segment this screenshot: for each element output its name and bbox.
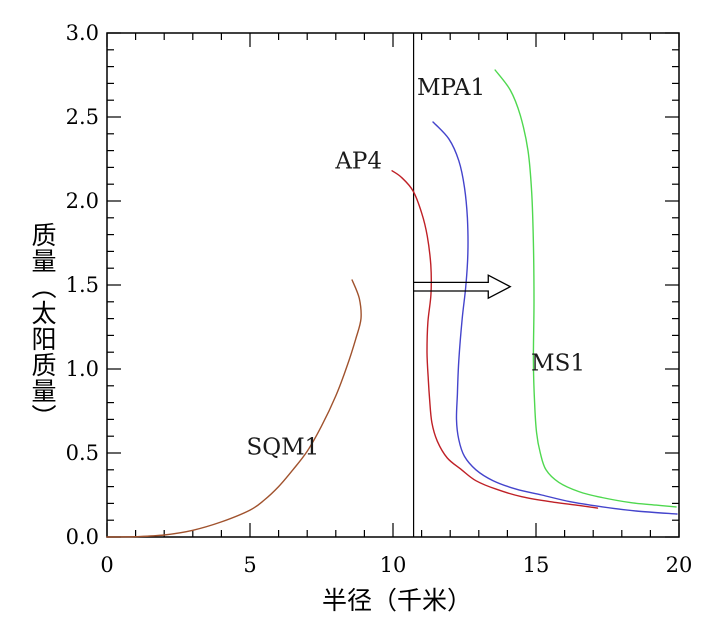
curve-SQM1 <box>106 279 362 538</box>
x-tick-label: 20 <box>666 553 693 577</box>
x-axis-title: 半径（千米） <box>321 586 473 615</box>
curve-MPA1 <box>432 121 678 515</box>
curve-MS1 <box>494 69 677 508</box>
y-tick-label: 2.5 <box>66 105 99 129</box>
curve-label-AP4: AP4 <box>334 149 382 175</box>
curve-label-SQM1: SQM1 <box>246 434 319 460</box>
curve-label-MPA1: MPA1 <box>417 75 485 101</box>
y-tick-label: 1.5 <box>66 273 99 297</box>
x-tick-label: 5 <box>243 553 256 577</box>
plot-frame <box>106 32 680 538</box>
y-tick-label: 2.0 <box>66 189 99 213</box>
y-axis-title: 质量（太阳质量） <box>28 222 57 430</box>
curve-AP4 <box>391 170 599 509</box>
y-tick-label: 0.0 <box>66 525 99 549</box>
x-tick-label: 0 <box>100 553 113 577</box>
x-tick-label: 10 <box>380 553 407 577</box>
x-tick-label: 15 <box>523 553 550 577</box>
y-tick-label: 1.0 <box>66 357 99 381</box>
shift-arrow <box>413 274 512 300</box>
y-tick-label: 0.5 <box>66 441 99 465</box>
y-tick-label: 3.0 <box>66 21 99 45</box>
curve-label-MS1: MS1 <box>531 350 585 376</box>
